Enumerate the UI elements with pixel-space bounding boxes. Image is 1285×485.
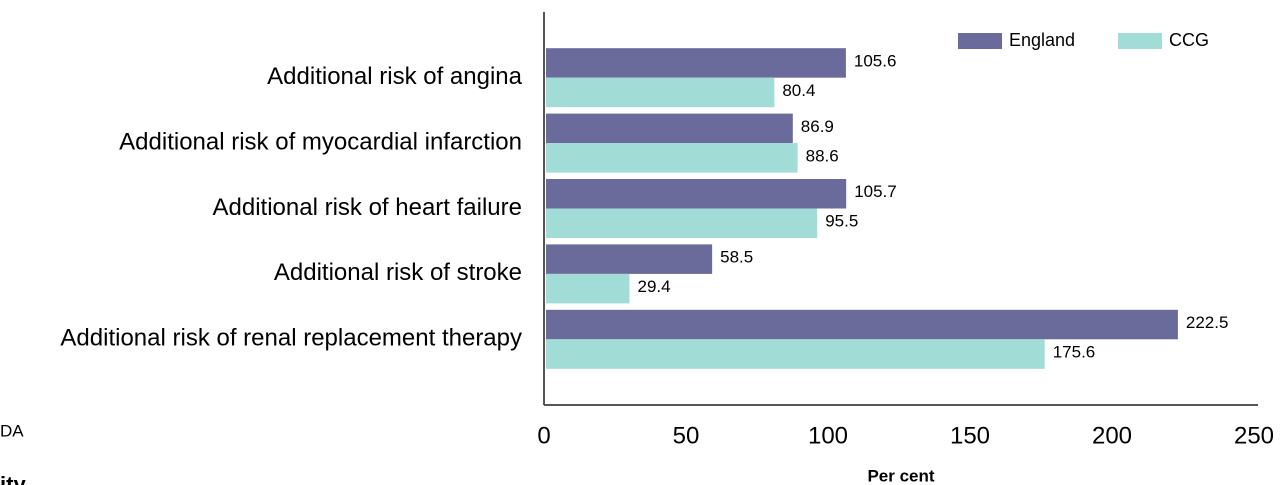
category-label: Additional risk of angina xyxy=(267,63,522,90)
value-label: 80.4 xyxy=(782,81,815,100)
bar xyxy=(546,143,798,173)
category-label: Additional risk of stroke xyxy=(274,259,522,286)
value-label: 29.4 xyxy=(637,277,670,296)
value-label: 95.5 xyxy=(825,212,858,231)
category-label: Additional risk of heart failure xyxy=(213,194,523,221)
x-tick-label: 200 xyxy=(1092,422,1132,449)
x-tick-label: 0 xyxy=(537,422,550,449)
bar xyxy=(546,339,1045,369)
legend-swatch xyxy=(1118,33,1162,49)
value-label: 88.6 xyxy=(806,146,839,165)
value-label: 105.6 xyxy=(854,51,897,70)
x-tick-label: 250 xyxy=(1234,422,1274,449)
category-label: Additional risk of myocardial infarction xyxy=(119,128,522,155)
value-label: 222.5 xyxy=(1186,313,1229,332)
bar xyxy=(546,77,775,108)
value-label: 105.7 xyxy=(854,182,897,201)
cropped-text: ity xyxy=(0,472,26,485)
bar xyxy=(546,208,818,238)
x-tick-label: 50 xyxy=(673,422,700,449)
value-label: 175.6 xyxy=(1053,343,1096,362)
bar xyxy=(546,273,630,304)
legend-swatch xyxy=(958,33,1002,49)
bar xyxy=(546,244,713,274)
legend-label: CCG xyxy=(1169,30,1209,50)
value-label: 58.5 xyxy=(720,248,753,267)
bar xyxy=(546,309,1178,340)
category-label: Additional risk of renal replacement the… xyxy=(60,325,522,352)
x-tick-label: 100 xyxy=(808,422,848,449)
bar xyxy=(546,48,846,78)
x-axis-label: Per cent xyxy=(867,466,934,485)
x-tick-label: 150 xyxy=(950,422,990,449)
value-label: 86.9 xyxy=(801,117,834,136)
bar xyxy=(546,113,793,144)
bar xyxy=(546,179,847,209)
legend-label: England xyxy=(1009,30,1075,50)
cropped-text: DA xyxy=(0,421,24,440)
